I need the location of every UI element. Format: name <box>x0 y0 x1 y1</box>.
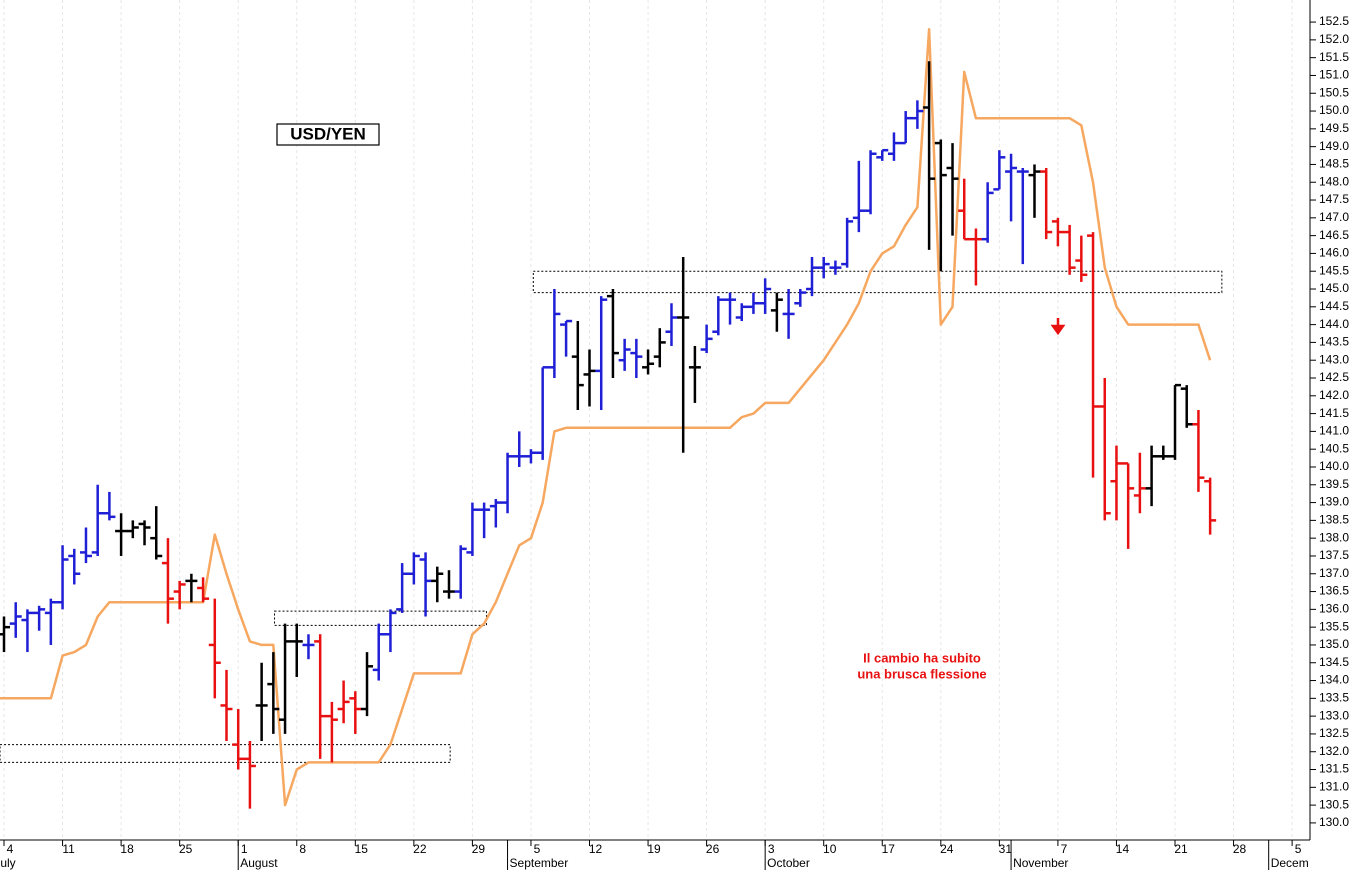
y-tick-label: 142.0 <box>1319 388 1349 402</box>
y-tick-label: 152.0 <box>1319 32 1349 46</box>
x-tick-label: 12 <box>589 842 603 856</box>
y-tick-label: 139.5 <box>1319 477 1349 491</box>
y-tick-label: 130.5 <box>1319 797 1349 811</box>
y-tick-label: 146.0 <box>1319 246 1349 260</box>
y-tick-label: 151.5 <box>1319 50 1349 64</box>
y-tick-label: 131.5 <box>1319 762 1349 776</box>
y-tick-label: 145.0 <box>1319 281 1349 295</box>
y-tick-label: 132.0 <box>1319 744 1349 758</box>
x-tick-label: 25 <box>179 842 193 856</box>
y-tick-label: 139.0 <box>1319 495 1349 509</box>
y-tick-label: 147.5 <box>1319 192 1349 206</box>
x-tick-label: 24 <box>940 842 954 856</box>
x-tick-label: 8 <box>299 842 306 856</box>
y-tick-label: 145.5 <box>1319 263 1349 277</box>
y-tick-label: 144.5 <box>1319 299 1349 313</box>
x-tick-label: 17 <box>882 842 896 856</box>
y-tick-label: 135.5 <box>1319 619 1349 633</box>
x-tick-label: 1 <box>241 842 248 856</box>
y-tick-label: 140.0 <box>1319 459 1349 473</box>
y-tick-label: 140.5 <box>1319 441 1349 455</box>
x-tick-label: 22 <box>413 842 427 856</box>
y-tick-label: 149.5 <box>1319 121 1349 135</box>
y-tick-label: 136.5 <box>1319 584 1349 598</box>
month-label: November <box>1013 856 1068 870</box>
x-tick-label: 19 <box>647 842 661 856</box>
x-tick-label: 18 <box>120 842 134 856</box>
y-tick-label: 135.0 <box>1319 637 1349 651</box>
y-tick-label: 137.0 <box>1319 566 1349 580</box>
y-tick-label: 143.5 <box>1319 335 1349 349</box>
y-tick-label: 147.0 <box>1319 210 1349 224</box>
x-tick-label: 15 <box>355 842 369 856</box>
y-tick-label: 151.0 <box>1319 68 1349 82</box>
x-tick-label: 21 <box>1174 842 1188 856</box>
y-tick-label: 136.0 <box>1319 602 1349 616</box>
y-tick-label: 131.0 <box>1319 779 1349 793</box>
chart-title: USD/YEN <box>290 124 366 143</box>
y-tick-label: 142.5 <box>1319 370 1349 384</box>
y-tick-label: 152.5 <box>1319 14 1349 28</box>
y-tick-label: 134.5 <box>1319 655 1349 669</box>
title-box <box>276 123 380 146</box>
x-tick-label: 7 <box>1061 842 1068 856</box>
y-tick-label: 146.5 <box>1319 228 1349 242</box>
month-label: Decem <box>1271 856 1309 870</box>
trailing-line <box>0 27 1212 807</box>
x-tick-label: 3 <box>768 842 775 856</box>
y-tick-label: 149.0 <box>1319 139 1349 153</box>
y-tick-label: 138.5 <box>1319 513 1349 527</box>
annotation: una brusca flessione <box>857 666 986 681</box>
down-arrow <box>1050 318 1066 336</box>
y-tick-label: 133.5 <box>1319 691 1349 705</box>
month-label: September <box>510 856 569 870</box>
y-tick-label: 150.5 <box>1319 85 1349 99</box>
month-label: August <box>240 856 278 870</box>
zone <box>274 610 487 626</box>
x-tick-label: 10 <box>823 842 837 856</box>
y-tick-label: 133.0 <box>1319 708 1349 722</box>
x-tick-label: 31 <box>999 842 1013 856</box>
y-tick-label: 138.0 <box>1319 530 1349 544</box>
zone <box>532 270 1223 294</box>
y-tick-label: 144.0 <box>1319 317 1349 331</box>
y-tick-label: 141.5 <box>1319 406 1349 420</box>
annotation: Il cambio ha subito <box>863 650 981 665</box>
plot <box>0 27 1217 809</box>
month-label: July <box>0 856 16 870</box>
y-tick-label: 134.0 <box>1319 673 1349 687</box>
x-tick-label: 4 <box>7 842 14 856</box>
y-tick-label: 150.0 <box>1319 103 1349 117</box>
y-tick-label: 143.0 <box>1319 352 1349 366</box>
y-tick-label: 130.0 <box>1319 815 1349 829</box>
x-tick-label: 14 <box>1116 842 1130 856</box>
y-tick-label: 148.5 <box>1319 157 1349 171</box>
x-tick-label: 29 <box>472 842 486 856</box>
y-tick-label: 148.0 <box>1319 174 1349 188</box>
x-tick-label: 5 <box>534 842 541 856</box>
x-tick-label: 26 <box>706 842 720 856</box>
y-tick-label: 137.5 <box>1319 548 1349 562</box>
y-tick-label: 132.5 <box>1319 726 1349 740</box>
y-tick-label: 141.0 <box>1319 424 1349 438</box>
x-tick-label: 28 <box>1233 842 1247 856</box>
zones <box>0 270 1223 763</box>
month-label: October <box>767 856 810 870</box>
zone <box>0 744 451 763</box>
x-tick-label: 11 <box>62 842 75 856</box>
x-tick-label: 5 <box>1295 842 1302 856</box>
